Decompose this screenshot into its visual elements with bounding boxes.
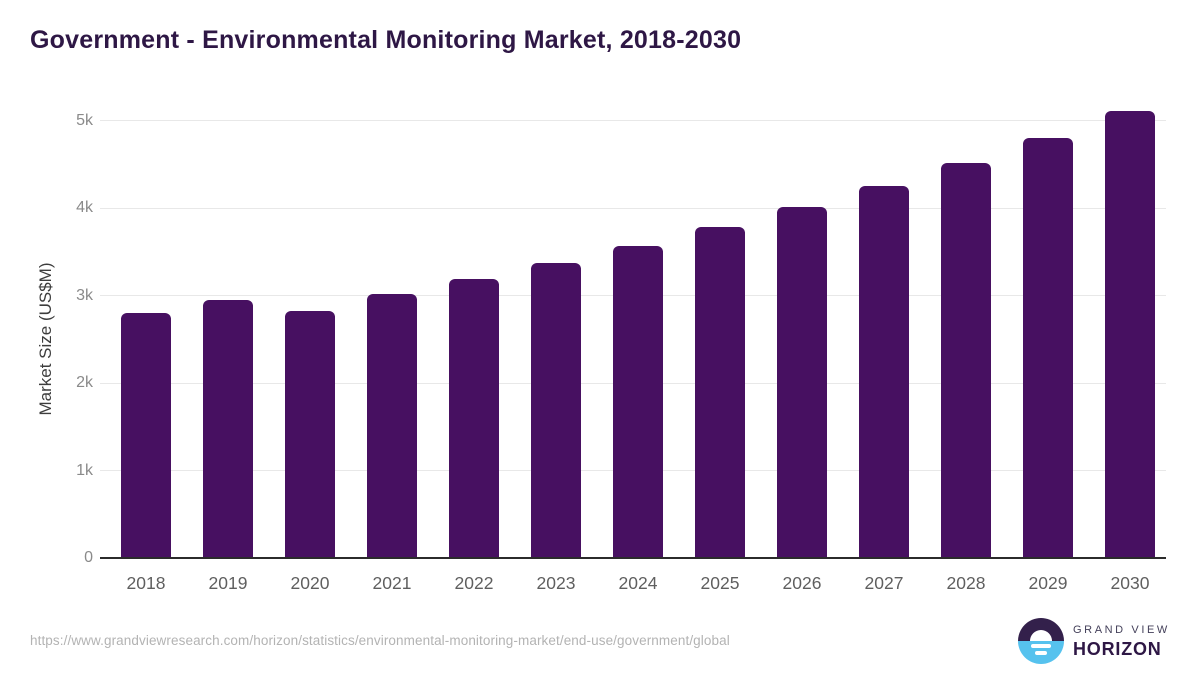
logo-sky <box>1018 618 1064 641</box>
y-tick-5k: 5k <box>76 111 93 129</box>
x-tick-2019: 2019 <box>208 573 248 593</box>
x-tick-2027: 2027 <box>864 573 904 593</box>
bar-2030[interactable] <box>1105 110 1155 558</box>
x-tick-2029: 2029 <box>1028 573 1068 593</box>
y-tick-3k: 3k <box>76 286 93 304</box>
bar-2025[interactable] <box>695 227 745 558</box>
gridline-4k <box>100 207 1166 209</box>
x-tick-2030: 2030 <box>1110 573 1150 593</box>
x-tick-2020: 2020 <box>290 573 330 593</box>
x-tick-2018: 2018 <box>126 573 166 593</box>
source-url: https://www.grandviewresearch.com/horizo… <box>30 633 730 648</box>
bar-2026[interactable] <box>777 206 827 558</box>
logo-brand-name: GRAND VIEW <box>1073 623 1170 636</box>
bar-2020[interactable] <box>285 311 335 558</box>
y-tick-0: 0 <box>84 549 93 566</box>
x-tick-2022: 2022 <box>454 573 494 593</box>
x-tick-2028: 2028 <box>946 573 986 593</box>
logo-product-name: HORIZON <box>1073 638 1162 659</box>
logo-reflection-1 <box>1031 644 1051 648</box>
bar-2029[interactable] <box>1023 138 1073 558</box>
bar-2027[interactable] <box>859 186 909 558</box>
y-tick-1k: 1k <box>76 461 93 479</box>
logo-sun <box>1030 630 1052 641</box>
logo-reflection-2 <box>1035 651 1047 655</box>
x-axis-line <box>100 557 1166 559</box>
page-title: Government - Environmental Monitoring Ma… <box>30 26 742 54</box>
x-tick-2023: 2023 <box>536 573 576 593</box>
bar-2019[interactable] <box>203 299 253 558</box>
x-tick-2024: 2024 <box>618 573 658 593</box>
x-tick-2026: 2026 <box>782 573 822 593</box>
y-tick-4k: 4k <box>76 199 93 216</box>
grandview-horizon-logo: GRAND VIEW HORIZON <box>1018 618 1170 664</box>
bar-2028[interactable] <box>941 162 991 558</box>
bar-2018[interactable] <box>121 313 171 558</box>
y-axis-title: Market Size (US$M) <box>36 262 55 416</box>
bar-2024[interactable] <box>613 245 663 558</box>
gridline-5k <box>100 120 1166 121</box>
y-tick-2k: 2k <box>76 374 93 391</box>
bar-2021[interactable] <box>367 293 417 558</box>
horizon-sun-icon <box>1018 618 1064 664</box>
bar-2022[interactable] <box>449 278 499 558</box>
bar-2023[interactable] <box>531 262 581 558</box>
x-tick-2021: 2021 <box>372 573 412 593</box>
x-tick-2025: 2025 <box>700 573 740 593</box>
logo-text: GRAND VIEW HORIZON <box>1073 623 1170 659</box>
